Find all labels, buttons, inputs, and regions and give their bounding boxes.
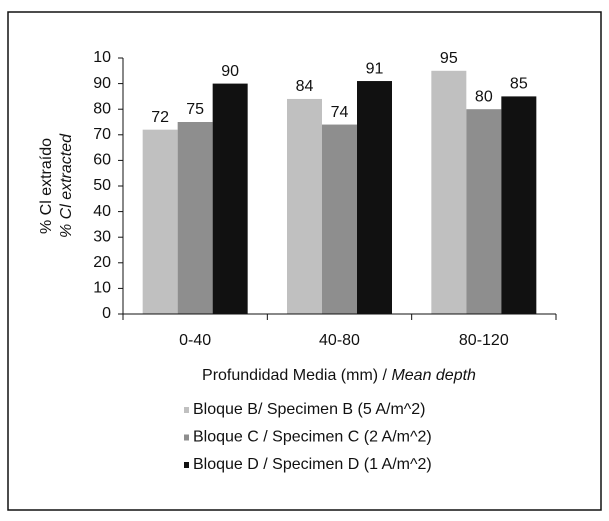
value-label: 85 bbox=[510, 76, 528, 93]
y-tick-label: 80 bbox=[93, 100, 111, 117]
legend-swatch bbox=[184, 434, 189, 441]
bar bbox=[287, 98, 322, 315]
bar bbox=[142, 129, 178, 314]
y-axis-label: % Cl extracted bbox=[58, 133, 75, 238]
legend-label: Bloque B/ Specimen B (5 A/m^2) bbox=[193, 401, 426, 418]
bar bbox=[212, 83, 248, 314]
y-tick-label: 60 bbox=[93, 152, 111, 169]
x-tick-label: 80-120 bbox=[459, 332, 509, 349]
legend-label: Bloque D / Specimen D (1 A/m^2) bbox=[193, 456, 432, 473]
y-tick-label: 40 bbox=[93, 203, 111, 220]
y-tick-label: 90 bbox=[93, 75, 111, 92]
x-tick-label: 40-80 bbox=[319, 332, 360, 349]
value-label: 90 bbox=[221, 63, 239, 80]
x-axis-label-part: Profundidad Media (mm) / bbox=[202, 367, 391, 384]
value-label: 72 bbox=[151, 109, 169, 126]
bar bbox=[177, 122, 213, 314]
legend-swatch bbox=[184, 407, 189, 413]
y-tick-label: 30 bbox=[93, 228, 111, 245]
value-label: 84 bbox=[296, 78, 314, 95]
legend-swatch bbox=[184, 462, 189, 468]
y-tick-label: 10 bbox=[93, 280, 111, 297]
bar bbox=[357, 81, 392, 314]
value-label: 74 bbox=[331, 104, 349, 121]
x-axis-label: Profundidad Media (mm) / Mean depth bbox=[202, 367, 476, 384]
y-axis-label: % Cl extraído bbox=[38, 138, 55, 234]
bar bbox=[431, 70, 467, 314]
y-tick-label: 0 bbox=[102, 305, 111, 322]
x-tick-label: 0-40 bbox=[179, 332, 211, 349]
legend-label: Bloque C / Specimen C (2 A/m^2) bbox=[193, 429, 432, 446]
value-label: 75 bbox=[186, 101, 204, 118]
y-tick-label: 10 bbox=[93, 49, 111, 66]
bar bbox=[466, 109, 502, 314]
value-label: 91 bbox=[366, 60, 384, 77]
value-label: 95 bbox=[440, 50, 458, 67]
value-label: 80 bbox=[475, 88, 493, 105]
bar bbox=[322, 124, 357, 314]
y-tick-label: 20 bbox=[93, 254, 111, 271]
bar bbox=[501, 96, 537, 315]
y-tick-label: 50 bbox=[93, 177, 111, 194]
y-tick-label: 70 bbox=[93, 126, 111, 143]
x-axis-label-part: Mean depth bbox=[391, 367, 476, 384]
